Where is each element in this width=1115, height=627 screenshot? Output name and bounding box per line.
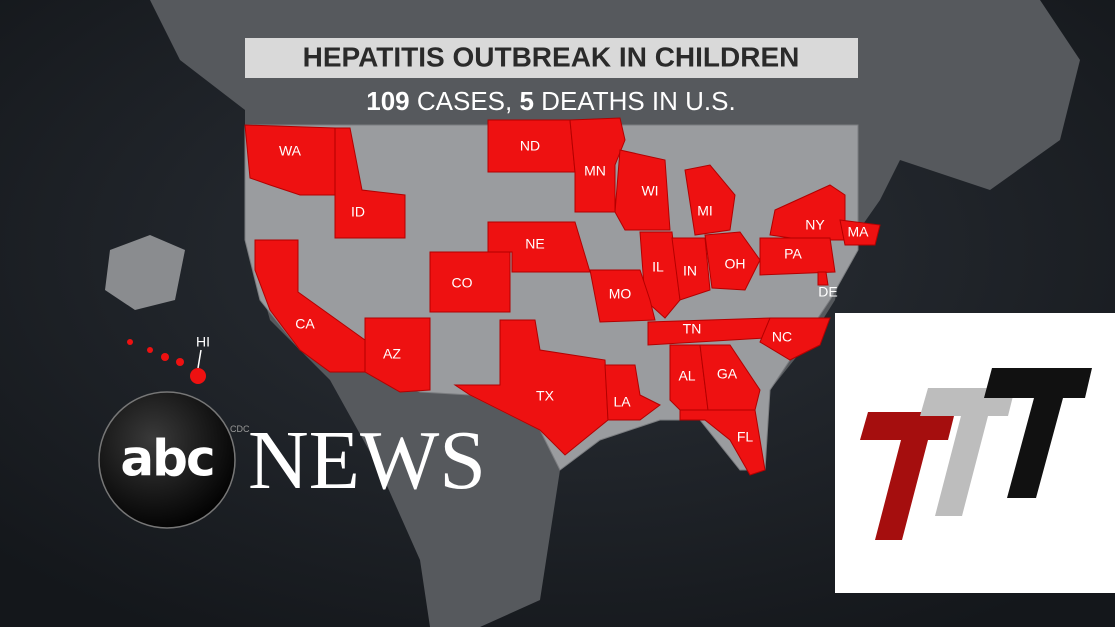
state-label: NE — [525, 236, 544, 252]
state-label: WA — [279, 143, 302, 159]
state-shape — [429, 251, 511, 313]
state-label: IN — [683, 263, 697, 279]
news-logo-text: NEWS — [248, 414, 486, 507]
state-label: NY — [805, 217, 825, 233]
state-label: TN — [683, 321, 702, 337]
abc-logo-text: abc — [120, 430, 213, 488]
state-label: MO — [609, 286, 632, 302]
state-label: AZ — [383, 346, 401, 362]
state-label: GA — [717, 366, 738, 382]
state-shape — [453, 319, 609, 456]
state-shape — [334, 127, 406, 239]
state-label: IL — [652, 259, 664, 275]
subtitle-part: CASES, — [410, 86, 520, 116]
state-label: AL — [678, 368, 695, 384]
state-label: ND — [520, 138, 540, 154]
state-label: HI — [196, 334, 210, 350]
state-shape — [684, 164, 736, 236]
state-shape — [839, 219, 881, 246]
state-shape — [679, 409, 766, 476]
hawaii-pointer — [197, 349, 202, 369]
state-label: FL — [737, 429, 754, 445]
state-label: MA — [848, 224, 870, 240]
state-shape — [704, 231, 761, 291]
title: HEPATITIS OUTBREAK IN CHILDREN — [303, 41, 800, 72]
subtitle-part: 5 — [519, 86, 533, 116]
hawaii-islands — [127, 339, 206, 384]
state-shape — [759, 237, 836, 276]
subtitle-part: 109 — [366, 86, 409, 116]
highlighted-states — [127, 117, 881, 476]
state-shape — [604, 364, 661, 421]
ttt-logo-t — [984, 368, 1092, 498]
state-shape — [364, 317, 431, 393]
state-label: PA — [784, 246, 802, 262]
state-label: WI — [641, 183, 658, 199]
state-label: OH — [725, 256, 746, 272]
state-shape — [589, 269, 656, 323]
state-shape — [671, 237, 711, 301]
alaska — [105, 235, 185, 310]
subtitle: 109 CASES, 5 DEATHS IN U.S. — [366, 86, 735, 116]
state-label: LA — [613, 394, 631, 410]
abc-ball — [98, 391, 236, 529]
state-shape — [614, 149, 671, 231]
state-label: DE — [818, 284, 837, 300]
state-shape — [817, 271, 829, 286]
state-label: ID — [351, 204, 365, 220]
state-shape — [254, 239, 373, 373]
state-label: TX — [536, 388, 555, 404]
state-label: MI — [697, 203, 713, 219]
ttt-logo-t — [860, 412, 955, 540]
state-label: MN — [584, 163, 606, 179]
title-box — [245, 38, 858, 78]
state-label: CA — [295, 316, 315, 332]
state-label: NC — [772, 329, 792, 345]
source: CDC — [230, 424, 250, 434]
ttt-logo-t — [920, 388, 1015, 516]
state-shape — [699, 344, 761, 411]
state-shape — [759, 317, 831, 361]
subtitle-part: DEATHS IN U.S. — [534, 86, 736, 116]
state-label: CO — [452, 275, 473, 291]
state-labels: WA ID ND MN WI MI NY MA PA NE IL IN OH C… — [196, 138, 869, 445]
state-shape — [569, 117, 626, 213]
